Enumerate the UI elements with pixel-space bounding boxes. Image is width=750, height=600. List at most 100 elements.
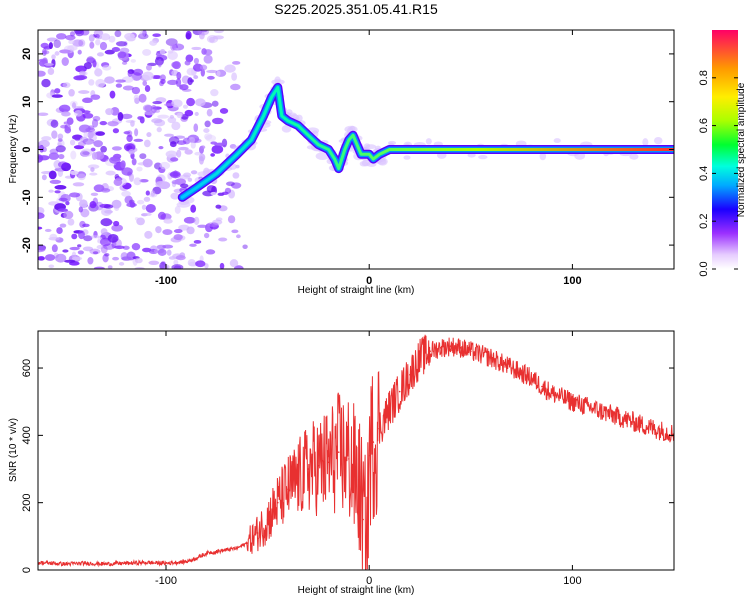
noise-dot xyxy=(93,184,105,193)
noise-dot xyxy=(104,220,113,225)
snr-point xyxy=(409,373,411,376)
noise-dot xyxy=(182,137,191,145)
noise-dot xyxy=(142,247,152,253)
noise-dot xyxy=(193,75,199,80)
noise-dot xyxy=(142,80,148,86)
noise-dot xyxy=(187,77,193,86)
noise-dot xyxy=(192,30,203,36)
noise-dot xyxy=(171,99,183,108)
noise-dot xyxy=(59,104,71,113)
noise-dot xyxy=(214,30,224,34)
noise-dot xyxy=(155,181,167,188)
halo-dot xyxy=(365,144,377,150)
noise-dot xyxy=(48,42,53,49)
y-axis-top: -20 -10 0 10 20 xyxy=(21,48,674,253)
noise-dot xyxy=(158,145,164,150)
noise-dot xyxy=(80,148,93,157)
noise-dot xyxy=(44,254,56,261)
colorbar: 0.0 0.2 0.4 0.6 0.8 Normalized spectral ampl… xyxy=(698,30,747,277)
noise-dot xyxy=(64,259,76,263)
noise-dot xyxy=(112,128,120,134)
noise-dot xyxy=(157,114,170,119)
snr-point xyxy=(571,400,574,403)
noise-dot xyxy=(194,151,201,156)
noise-dot xyxy=(77,244,82,248)
noise-dot xyxy=(210,153,216,157)
noise-dot xyxy=(90,235,101,239)
noise-dot xyxy=(120,113,133,120)
noise-dot xyxy=(57,208,69,212)
noise-dot xyxy=(179,84,189,91)
noise-dot xyxy=(67,218,75,226)
halo-dot xyxy=(176,201,191,208)
snr-point xyxy=(63,563,66,565)
x-axis-top: -100 0 100 xyxy=(155,30,582,287)
noise-dot xyxy=(69,170,79,176)
noise-dot xyxy=(114,205,120,211)
snr-point xyxy=(287,488,289,491)
noise-dot xyxy=(93,140,103,148)
noise-dot xyxy=(136,217,145,226)
snr-point xyxy=(378,427,381,430)
noise-dot xyxy=(94,33,100,39)
halo-dot xyxy=(653,136,663,145)
noise-dot xyxy=(100,237,112,247)
noise-dot xyxy=(170,192,180,200)
noise-dot xyxy=(93,266,105,269)
noise-dot xyxy=(88,79,95,86)
noise-dot xyxy=(209,36,215,43)
noise-dot xyxy=(138,93,147,103)
noise-dot xyxy=(112,256,120,261)
noise-dot xyxy=(232,60,241,65)
noise-dot xyxy=(131,86,141,95)
noise-dot xyxy=(38,112,49,116)
noise-dot xyxy=(130,58,136,63)
snr-point xyxy=(388,407,391,410)
noise-dot xyxy=(126,134,133,143)
noise-dot xyxy=(96,52,104,57)
noise-dot xyxy=(155,226,162,234)
noise-dot xyxy=(63,210,74,220)
noise-dot xyxy=(114,30,122,38)
noise-dot xyxy=(205,249,216,255)
noise-dot xyxy=(153,119,166,127)
noise-dot xyxy=(89,134,98,142)
snr-point xyxy=(358,485,360,487)
noise-dot xyxy=(69,246,80,251)
noise-dot xyxy=(202,190,215,197)
noise-dot xyxy=(152,33,161,38)
colorbar-tick-label: 0.2 xyxy=(698,214,710,229)
noise-dot xyxy=(193,57,199,65)
noise-dot xyxy=(89,201,97,209)
noise-dot xyxy=(54,185,67,190)
noise-dot xyxy=(58,153,65,160)
noise-dot xyxy=(134,257,143,264)
noise-dot xyxy=(79,136,89,143)
noise-dot xyxy=(128,149,135,155)
colorbar-tick-label: 0.6 xyxy=(698,118,710,133)
colorbar-tick-label: 0.4 xyxy=(698,166,710,181)
snr-point xyxy=(337,451,340,453)
noise-dot xyxy=(56,227,63,235)
noise-dot xyxy=(38,145,45,149)
noise-dot xyxy=(59,223,67,228)
noise-dot xyxy=(122,245,130,250)
noise-dot xyxy=(95,39,101,46)
noise-dot xyxy=(92,59,97,68)
noise-dot xyxy=(146,132,152,138)
noise-dot xyxy=(54,190,61,194)
noise-dot xyxy=(72,39,84,47)
noise-dot xyxy=(170,157,179,162)
halo-dot xyxy=(403,155,411,160)
noise-dot xyxy=(203,128,210,133)
noise-dot xyxy=(203,49,213,56)
x-axis-bottom: -100 0 100 xyxy=(155,331,582,587)
noise-dot xyxy=(115,41,128,47)
noise-dot xyxy=(104,49,115,55)
noise-dot xyxy=(79,199,88,209)
noise-dot xyxy=(120,252,129,261)
noise-dot xyxy=(187,259,196,267)
noise-dot xyxy=(90,192,99,197)
noise-dot xyxy=(115,83,123,88)
